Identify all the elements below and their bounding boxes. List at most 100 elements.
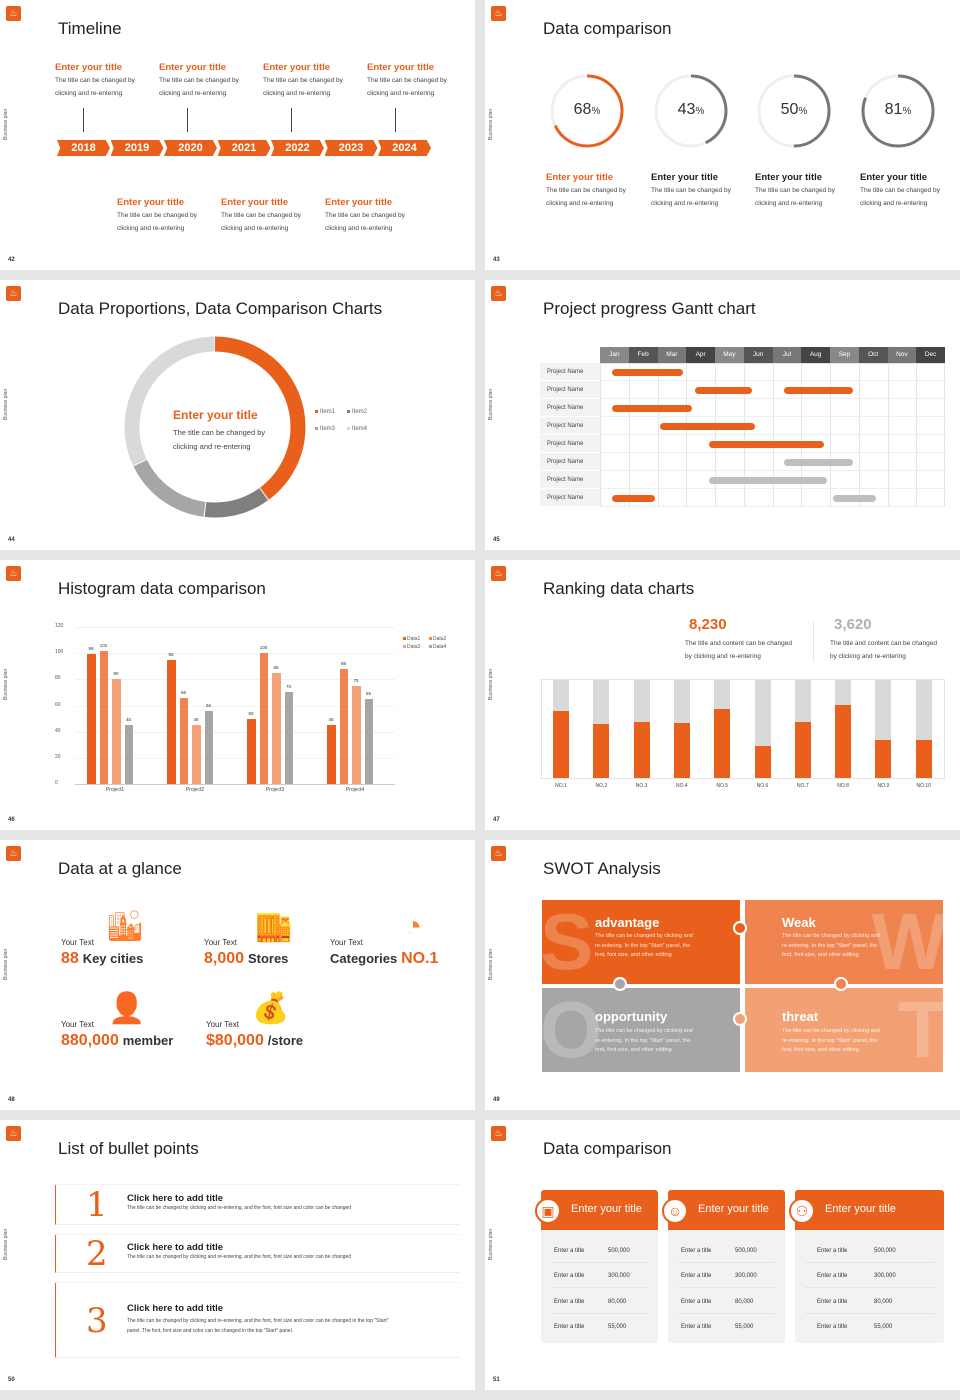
swot-letter: O — [542, 988, 603, 1072]
bullet-desc: The title can be changed by clicking and… — [127, 1205, 352, 1211]
x-tick-label: NO.1 — [555, 783, 567, 789]
bar — [352, 685, 361, 784]
ring-value: 43% — [651, 101, 731, 119]
row-label: Project Name — [540, 399, 600, 417]
row-label: Project Name — [540, 381, 600, 399]
row-label: Project Name — [540, 471, 600, 489]
item-desc: clicking and re-entering — [755, 200, 823, 207]
slide-43[interactable]: ♨ Business plan 43 Data comparison 68% Enter … — [485, 0, 960, 270]
gridline — [75, 784, 395, 785]
grid-line — [916, 363, 918, 507]
page-number: 46 — [8, 817, 15, 823]
year-arrow-segment[interactable]: 2024 — [378, 140, 431, 156]
item-desc: The title can be changed by — [546, 187, 626, 194]
bar-value-label: 75 — [353, 677, 359, 683]
lantern-icon: ♨ — [6, 6, 21, 21]
side-label: Business plan — [3, 108, 9, 140]
swot-desc: re-entering. In the top "Start" panel, t… — [595, 1037, 691, 1044]
page-number: 44 — [8, 537, 15, 543]
swot-weak: W Weak The title can be changed by clickin… — [745, 900, 943, 984]
swot-desc: re-entering. In the top "Start" panel, t… — [782, 942, 878, 949]
page-number: 50 — [8, 1377, 15, 1383]
slide-44[interactable]: ♨ Business plan 44 Data Proportions, Data C… — [0, 280, 475, 550]
gantt-bar — [832, 495, 876, 502]
grid-line — [600, 363, 601, 507]
card-title: Enter your title — [825, 1203, 896, 1215]
lantern-icon: ♨ — [491, 6, 506, 21]
year-arrow-segment[interactable]: 2018 — [57, 140, 110, 156]
legend-label: Item1 — [320, 409, 336, 415]
stat-value: 8,230 — [689, 616, 727, 633]
y-tick-label: 20 — [55, 753, 61, 760]
bar-value-label: 85 — [273, 664, 279, 670]
slide-46[interactable]: ♨ Business plan 46 Histogram data compariso… — [0, 560, 475, 830]
item-desc: clicking and re-entering — [860, 200, 928, 207]
slide-48[interactable]: ♨ Business plan 48 Data at a glance 🏙 Your Te… — [0, 840, 475, 1110]
year-arrow-segment[interactable]: 2023 — [324, 140, 378, 156]
progress-ring — [757, 74, 831, 148]
year-arrow-segment[interactable]: 2019 — [110, 140, 164, 156]
gantt-bar — [694, 387, 753, 394]
month-header: Jun — [743, 347, 773, 363]
bar — [167, 659, 176, 784]
ring-number: 81 — [884, 101, 903, 118]
swot-desc: font, font size, and other editing — [595, 1047, 672, 1053]
donut-slice-item4 — [124, 336, 306, 518]
swot-desc: font, font size, and other editing — [782, 1047, 859, 1053]
item-desc: The title can be changed by — [367, 77, 447, 84]
legend-label: Data1 — [407, 636, 421, 642]
stat-value: Categories NO.1 — [330, 950, 438, 968]
row-value: 500,000 — [735, 1248, 757, 1254]
swot-letter: T — [898, 988, 943, 1072]
bar — [99, 650, 108, 784]
store-icon: 🏬 — [255, 910, 293, 943]
slide-47[interactable]: ♨ Business plan 47 Ranking data charts 8,230… — [485, 560, 960, 830]
stat-number: NO.1 — [401, 950, 439, 967]
gantt-bar — [611, 495, 655, 502]
swot-letter: W — [871, 900, 943, 984]
connector-line — [395, 108, 396, 132]
gridline — [75, 653, 395, 655]
item-title: Enter your title — [263, 62, 331, 73]
row-label: Enter a title — [817, 1273, 848, 1280]
slide-42[interactable]: ♨ Business plan 42 Timeline Enter your title… — [0, 0, 475, 270]
stat-number: 88 — [61, 950, 79, 967]
bar — [364, 698, 373, 784]
bullet-row: 1 Click here to add title The title can be… — [55, 1185, 460, 1225]
bar-fill — [875, 739, 892, 778]
page-number: 43 — [493, 257, 500, 263]
slide-title: Data comparison — [543, 1139, 672, 1158]
year-arrow-segment[interactable]: 2020 — [164, 140, 217, 156]
bar-fill — [714, 709, 731, 778]
swot-desc: The title can be changed by clicking and — [782, 1028, 880, 1034]
gridline — [75, 627, 395, 628]
item-title: Enter your title — [325, 197, 393, 208]
bar-value-label: 102 — [99, 642, 108, 648]
bar-value-label: 65 — [365, 690, 371, 696]
bar — [272, 672, 281, 784]
slide-title: Project progress Gantt chart — [543, 299, 756, 318]
y-tick-label: 40 — [55, 727, 61, 734]
swot-desc: re-entering. In the top "Start" panel, t… — [782, 1037, 878, 1044]
stat-desc: by clicking and re-entering — [685, 653, 761, 660]
item-desc: clicking and re-entering — [55, 90, 123, 97]
year-arrow-segment[interactable]: 2021 — [217, 140, 271, 156]
city-buildings-icon: 🏙 — [106, 910, 145, 943]
bar-fill — [633, 722, 650, 778]
bar-value-label: 100 — [259, 645, 268, 651]
chart-frame — [541, 679, 945, 779]
year-arrow-segment[interactable]: 2022 — [271, 140, 324, 156]
ring-value: 81% — [858, 101, 938, 119]
bar-value-label: 95 — [168, 651, 174, 657]
item-desc: clicking and re-entering — [117, 225, 185, 232]
row-divider — [551, 1287, 648, 1289]
slide-51[interactable]: ♨ Business plan 51 Data comparison Enter you… — [485, 1120, 960, 1390]
slide-50[interactable]: ♨ Business plan 50 List of bullet points 1 Cl… — [0, 1120, 475, 1390]
bullet-row: 3 Click here to add title The title can be… — [55, 1283, 460, 1358]
legend-item: Item2 — [347, 409, 367, 415]
stat-text: /store — [267, 1033, 304, 1048]
legend-label: Item3 — [320, 426, 336, 432]
slide-45[interactable]: ♨ Business plan 45 Project progress Gantt c… — [485, 280, 960, 550]
card-body — [541, 1230, 658, 1343]
